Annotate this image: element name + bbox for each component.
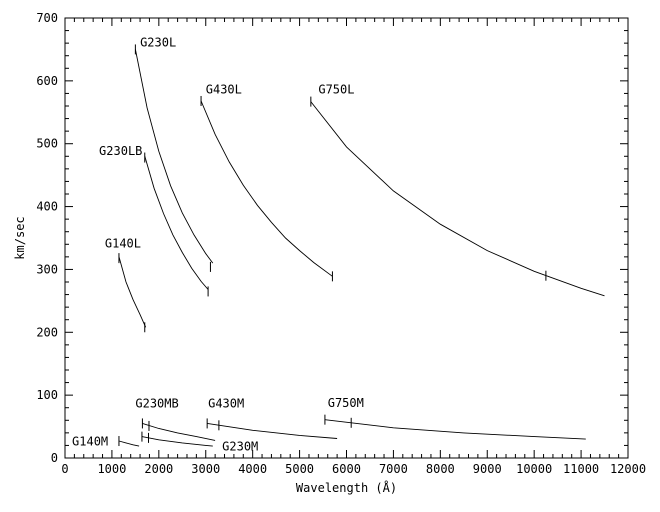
- x-tick-label: 7000: [379, 462, 408, 476]
- x-tick-label: 12000: [610, 462, 646, 476]
- y-tick-label: 700: [36, 11, 58, 25]
- series-g140l: G140L: [105, 236, 147, 333]
- series-g750m: G750M: [324, 396, 586, 440]
- series-g230m: G230M: [141, 431, 258, 453]
- series-line-g430l: [200, 100, 333, 277]
- series-label-g230lb: G230LB: [99, 144, 142, 158]
- x-axis-title: Wavelength (Å): [296, 480, 397, 495]
- x-tick-label: 2000: [144, 462, 173, 476]
- series-label-g230m: G230M: [222, 439, 258, 453]
- y-axis-title: km/sec: [13, 216, 27, 259]
- series-label-g750m: G750M: [328, 396, 364, 410]
- series-line-g230m: [141, 436, 213, 447]
- series-g430m: G430M: [206, 397, 338, 439]
- x-tick-label: 1000: [97, 462, 126, 476]
- series-g140m: G140M: [72, 434, 140, 448]
- series-label-g140m: G140M: [72, 434, 108, 448]
- series-label-g230mb: G230MB: [135, 397, 178, 411]
- series-label-g140l: G140L: [105, 236, 141, 250]
- series-line-g140l: [118, 256, 147, 328]
- x-tick-label: 3000: [191, 462, 220, 476]
- series-g230l: G230L: [134, 35, 214, 272]
- y-tick-label: 0: [51, 451, 58, 465]
- axis-tick-labels: 0 1000 2000 3000 4000 5000 6000 7000 8000 9000 100…: [36, 11, 646, 476]
- x-tick-label: 9000: [473, 462, 502, 476]
- series-line-g750l: [310, 101, 605, 297]
- x-tick-label: 6000: [332, 462, 361, 476]
- y-tick-label: 200: [36, 325, 58, 339]
- x-tick-label: 11000: [563, 462, 599, 476]
- series-line-g230mb: [142, 422, 216, 441]
- y-tick-label: 600: [36, 74, 58, 88]
- x-tick-label: 0: [61, 462, 68, 476]
- y-tick-label: 100: [36, 388, 58, 402]
- series-label-g230l: G230L: [140, 35, 176, 49]
- x-tick-label: 5000: [285, 462, 314, 476]
- plot-content: G230L G230LB G430L G750L G140L G230MB G230M G14…: [72, 35, 605, 453]
- series-line-g230l: [134, 49, 214, 264]
- x-tick-label: 8000: [426, 462, 455, 476]
- series-label-g430m: G430M: [208, 397, 244, 411]
- y-tick-label: 300: [36, 262, 58, 276]
- series-g230lb: G230LB: [99, 144, 209, 297]
- y-tick-label: 500: [36, 137, 58, 151]
- series-line-g430m: [207, 422, 338, 439]
- series-g230mb: G230MB: [135, 397, 216, 441]
- x-tick-label: 10000: [516, 462, 552, 476]
- series-line-g230lb: [144, 156, 209, 290]
- axis-ticks: [64, 17, 629, 459]
- series-g750l: G750L: [310, 82, 605, 297]
- series-line-g750m: [324, 419, 586, 440]
- series-line-g140m: [118, 440, 140, 447]
- series-label-g430l: G430L: [206, 82, 242, 96]
- series-g430l: G430L: [200, 82, 333, 282]
- x-tick-label: 4000: [238, 462, 267, 476]
- series-label-g750l: G750L: [318, 82, 354, 96]
- y-tick-label: 400: [36, 200, 58, 214]
